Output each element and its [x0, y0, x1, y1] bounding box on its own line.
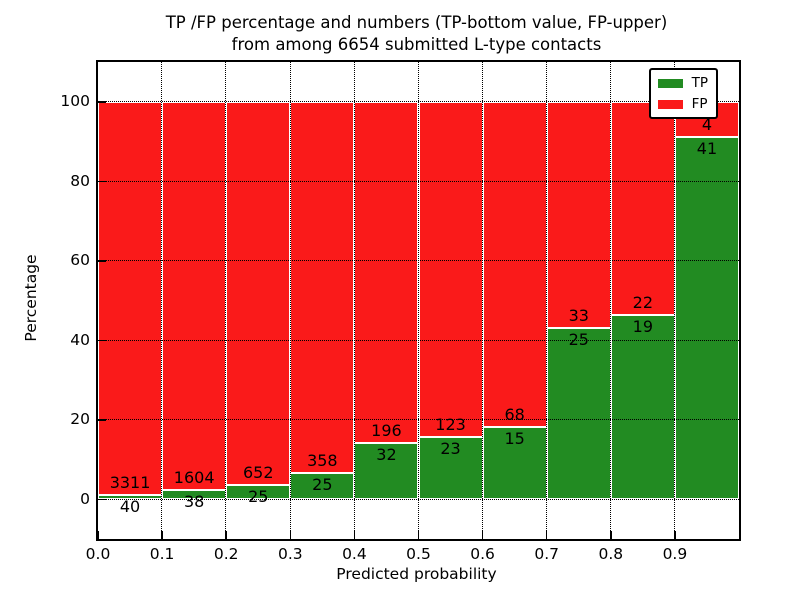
x-tick-mark: [674, 531, 676, 539]
bar-tp-segment: [674, 137, 739, 500]
bar-fp-segment: [418, 101, 483, 437]
x-tick-label: 0.5: [406, 545, 431, 563]
tp-count-label: 25: [312, 475, 333, 495]
plot-area: 0.0 0.1 0.2 0.3 0.4 0.5 0.6 0.7 0.8 0.9 0 20 40 60 80 1…: [60, 60, 741, 563]
fp-count-label: 652: [242, 462, 274, 482]
tp-count-label: 23: [440, 438, 461, 458]
x-tick-mark: [161, 531, 163, 539]
x-tick-label: 0.9: [662, 545, 688, 563]
bar-tp-segment: [354, 443, 419, 500]
x-tick-label: 0.0: [85, 545, 111, 563]
x-tick-mark: [610, 531, 612, 539]
fp-count-label: 3311: [109, 472, 151, 492]
y-tick-label: 100: [60, 92, 90, 111]
v-gridline: [610, 62, 612, 539]
y-tick-label: 80: [70, 171, 90, 190]
x-axis-label: Predicted probability: [336, 565, 497, 583]
chart-title-line2: from among 6654 submitted L-type contact…: [231, 34, 602, 54]
y-tick-label: 60: [70, 251, 90, 270]
v-gridline: [225, 62, 227, 539]
tp-count-label: 19: [632, 317, 654, 337]
x-tick-mark: [97, 531, 99, 539]
fp-count-label: 358: [307, 451, 338, 471]
x-tick-mark: [481, 531, 484, 539]
legend: TP FP: [648, 68, 718, 119]
bar-fp-segment: [226, 101, 291, 485]
x-tick-label: 0.8: [598, 545, 624, 563]
v-gridline: [417, 62, 419, 539]
fp-count-label: 1604: [173, 468, 215, 488]
v-gridline: [674, 62, 676, 539]
y-axis-label: Percentage: [22, 254, 40, 342]
x-tick-mark: [225, 531, 227, 539]
chart-title-line1: TP /FP percentage and numbers (TP-bottom…: [165, 13, 668, 32]
x-tick-mark: [289, 531, 292, 539]
fp-count-label: 33: [568, 305, 589, 325]
bar-fp-segment: [482, 101, 547, 428]
bar-tp-segment: [418, 436, 483, 500]
tp-count-label: 38: [183, 492, 205, 512]
chart-title: TP /FP percentage and numbers (TP-bottom…: [96, 12, 737, 56]
x-tick-mark: [353, 531, 356, 539]
tp-count-label: 15: [504, 429, 525, 449]
bar-fp-segment: [354, 101, 419, 444]
legend-swatch-fp: [657, 99, 683, 109]
y-tick-mark: [98, 419, 106, 421]
legend-label-tp: TP: [691, 75, 708, 91]
v-gridline: [481, 62, 483, 539]
bar-fp-segment: [98, 101, 163, 495]
fp-count-label: 196: [371, 421, 402, 441]
tp-count-label: 40: [119, 496, 141, 516]
legend-label-fp: FP: [691, 96, 708, 112]
tp-count-label: 41: [696, 139, 718, 159]
y-tick-mark: [98, 498, 106, 500]
y-tick-label: 0: [80, 489, 90, 508]
bar-fp-segment: [546, 101, 611, 328]
bar-fp-segment: [610, 101, 675, 316]
x-tick-label: 0.4: [342, 545, 367, 563]
x-tick-mark: [545, 531, 548, 539]
tp-count-label: 25: [248, 486, 269, 506]
x-tick-label: 0.6: [470, 545, 495, 563]
tp-count-label: 32: [376, 445, 397, 465]
fp-count-label: 123: [435, 414, 466, 434]
fp-count-label: 68: [504, 405, 525, 425]
y-tick-mark: [98, 101, 106, 103]
v-gridline: [545, 62, 547, 539]
y-tick-mark: [98, 260, 106, 262]
bar-fp-segment: [290, 101, 355, 474]
v-gridline: [289, 62, 291, 539]
y-tick-mark: [98, 339, 106, 341]
y-tick-mark: [98, 180, 106, 182]
bar-tp-segment: [546, 327, 611, 500]
legend-entry-fp: FP: [657, 96, 708, 112]
v-gridline: [161, 62, 163, 539]
y-tick-label: 40: [70, 330, 90, 349]
fp-count-label: 22: [632, 293, 654, 313]
x-tick-label: 0.1: [149, 545, 175, 563]
x-tick-mark: [417, 531, 420, 539]
y-tick-label: 20: [70, 410, 90, 429]
x-tick-label: 0.2: [213, 545, 239, 563]
legend-swatch-tp: [657, 78, 683, 88]
x-tick-label: 0.7: [534, 545, 560, 563]
bar-fp-segment: [162, 101, 227, 491]
legend-entry-tp: TP: [657, 75, 708, 91]
fp-count-label: 4: [701, 115, 713, 135]
v-gridline: [353, 62, 355, 539]
x-tick-label: 0.3: [277, 545, 303, 563]
bar-tp-segment: [610, 315, 675, 500]
tp-count-label: 25: [568, 329, 589, 349]
